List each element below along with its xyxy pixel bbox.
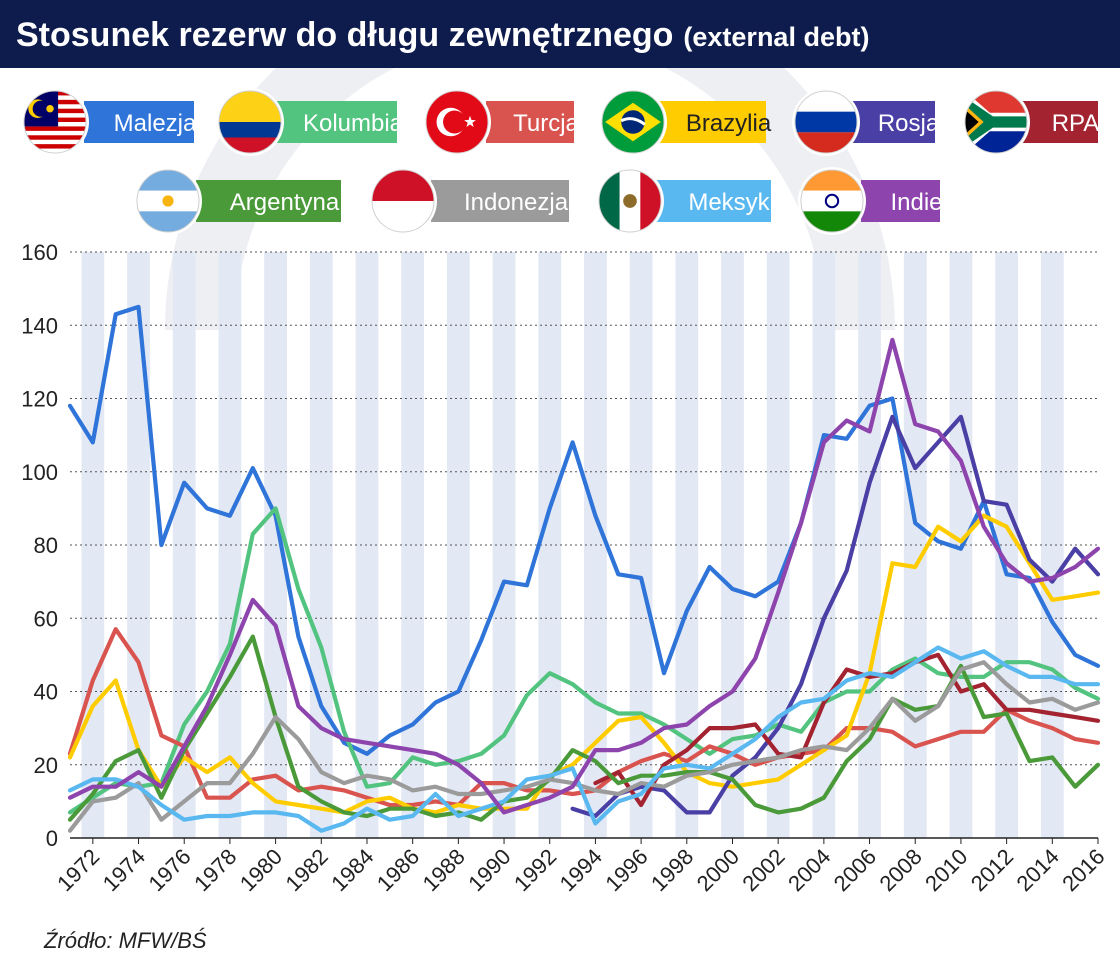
legend-swatch	[655, 180, 771, 222]
x-tick-label: 1988	[418, 844, 470, 896]
series-line-argentyna	[67, 634, 1101, 822]
y-tick-label: 20	[34, 753, 58, 778]
band-1988	[446, 252, 470, 838]
source-note: Źródło: MFW/BŚ	[43, 928, 207, 953]
x-tick-label: 2016	[1057, 844, 1109, 896]
series-line-meksyk	[67, 645, 1101, 833]
header-bar	[0, 0, 1120, 68]
x-tick-label: 2000	[692, 844, 744, 896]
series-lines	[67, 304, 1101, 833]
y-tick-label: 0	[46, 826, 58, 851]
legend-label: Kolumbia	[303, 110, 404, 137]
y-tick-label: 140	[21, 313, 58, 338]
legend-swatch	[196, 180, 341, 222]
legend: Malezja Kolumbia Turcja Brazylia Rosja RPA Arg…	[21, 88, 1099, 235]
legend-item-meksyk: Meksyk	[596, 167, 771, 235]
russia-flag-icon	[792, 88, 860, 156]
legend-label: Malezja	[114, 110, 197, 137]
x-tick-label: 1978	[189, 844, 241, 896]
legend-item-rpa: RPA	[962, 88, 1099, 156]
band-1976	[172, 252, 196, 838]
x-tick-label: 1986	[372, 844, 424, 896]
y-tick-label: 60	[34, 606, 58, 631]
legend-item-turcja: Turcja	[423, 88, 580, 156]
legend-label: Brazylia	[686, 110, 772, 137]
turkey-flag-icon	[423, 88, 491, 156]
x-tick-label: 2002	[737, 844, 789, 896]
legend-item-argentyna: Argentyna	[134, 167, 341, 235]
chart-title: Stosunek rezerw do długu zewnętrznego	[16, 16, 673, 54]
chart-subtitle: (external debt)	[683, 22, 869, 52]
brazil-flag-icon	[599, 88, 667, 156]
x-tick-label: 2004	[783, 844, 835, 896]
series-line-indonezja	[67, 660, 1101, 833]
legend-swatch	[277, 101, 397, 143]
legend-item-rosja: Rosja	[792, 88, 940, 156]
legend-label: Indonezja	[464, 189, 569, 216]
x-tick-label: 1990	[463, 844, 515, 896]
legend-label: Meksyk	[688, 189, 770, 216]
y-tick-label: 80	[34, 533, 58, 558]
x-tick-label: 2006	[829, 844, 881, 896]
legend-label: Argentyna	[230, 189, 340, 216]
band-2002	[766, 252, 790, 838]
x-tick-label: 2012	[966, 844, 1018, 896]
south-africa-flag-icon	[962, 88, 1030, 156]
x-tick-label: 1976	[143, 844, 195, 896]
band-1974	[127, 252, 150, 838]
legend-item-brazylia: Brazylia	[599, 88, 772, 156]
legend-label: Turcja	[513, 110, 579, 137]
legend-swatch	[861, 180, 940, 222]
x-tick-label: 1998	[646, 844, 698, 896]
x-tick-label: 1982	[281, 844, 333, 896]
x-tick-label: 1974	[98, 844, 150, 896]
legend-label: RPA	[1052, 110, 1100, 137]
legend-label: Indie	[890, 189, 942, 216]
y-tick-label: 100	[21, 460, 58, 485]
x-tick-label: 1994	[555, 844, 607, 896]
legend-swatch	[659, 101, 766, 143]
legend-item-malezja: Malezja	[21, 88, 197, 156]
x-tick-label: 2010	[920, 844, 972, 896]
series-line-malezja	[67, 304, 1101, 756]
argentina-flag-icon	[134, 167, 202, 235]
india-flag-icon	[798, 167, 866, 235]
grid-lines	[70, 251, 1098, 766]
legend-item-indie: Indie	[798, 167, 943, 235]
legend-swatch	[1021, 101, 1098, 143]
x-tick-label: 2008	[874, 844, 926, 896]
series-line-kolumbia	[67, 506, 1101, 815]
series-line-rpa	[593, 652, 1101, 808]
legend-label: Rosja	[878, 110, 940, 137]
x-tick-label: 1996	[600, 844, 652, 896]
band-1990	[492, 252, 516, 838]
y-axis-ticks: 0 20 40 60 80 100 120 140 160	[21, 240, 58, 851]
x-tick-label: 1992	[509, 844, 561, 896]
colombia-flag-icon	[216, 88, 284, 156]
indonesia-flag-icon	[369, 167, 437, 235]
legend-swatch	[84, 101, 194, 143]
y-tick-label: 120	[21, 387, 58, 412]
chart-title-line: Stosunek rezerw do długu zewnętrznego (ex…	[16, 16, 869, 54]
x-tick-label: 1984	[326, 844, 378, 896]
y-tick-label: 40	[34, 680, 58, 705]
x-tick-label: 1980	[235, 844, 287, 896]
legend-swatch	[486, 101, 574, 143]
mexico-flag-icon	[596, 167, 664, 235]
x-tick-label: 1972	[52, 844, 104, 896]
legend-swatch	[850, 101, 935, 143]
x-tick-label: 2014	[1012, 844, 1064, 896]
x-axis-ticks: 1972197419761978198019821984198619881990…	[52, 838, 1110, 896]
legend-item-kolumbia: Kolumbia	[216, 88, 404, 156]
series-line-indie	[67, 337, 1101, 815]
malaysia-flag-icon	[21, 88, 89, 156]
legend-swatch	[431, 180, 569, 222]
series-line-rosja	[570, 414, 1101, 819]
legend-item-indonezja: Indonezja	[369, 167, 569, 235]
y-tick-label: 160	[21, 240, 58, 265]
